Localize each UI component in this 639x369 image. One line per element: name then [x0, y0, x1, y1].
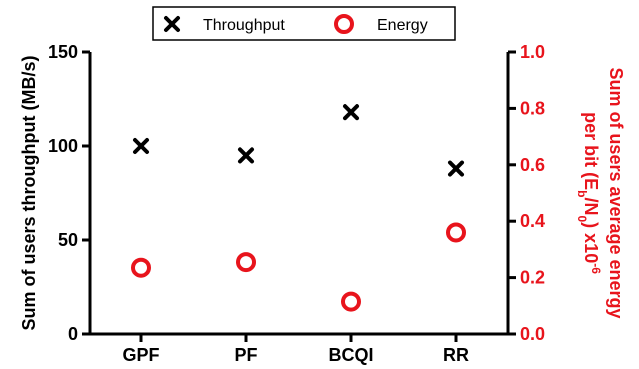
right-axis-tick-label-2: 0.4 [520, 211, 545, 231]
legend-throughput-marker [164, 16, 180, 32]
data-point-throughput-rr [448, 160, 464, 177]
right-axis-title-end: ) x10 [581, 222, 601, 263]
x-axis-tick-label-3: RR [443, 345, 469, 365]
right-axis-tick-label-4: 0.8 [520, 98, 545, 118]
left-axis-title: Sum of users throughput (MB/s) [19, 56, 39, 331]
right-axis-ticks: 0.0 0.2 0.4 0.6 0.8 1.0 [508, 42, 545, 344]
right-axis-title-superscript: -6 [589, 263, 603, 274]
data-point-throughput-pf [238, 147, 254, 164]
data-point-throughput-gpf [133, 138, 149, 154]
right-axis-title-subscript-0: 0 [575, 215, 589, 222]
legend: Throughput Energy [152, 6, 456, 41]
axes [88, 52, 510, 336]
legend-box [152, 6, 456, 41]
data-point-energy-gpf [131, 257, 151, 278]
legend-marker-energy [334, 14, 354, 34]
data-point-energy-rr [446, 222, 466, 243]
right-axis-tick-label-3: 0.6 [520, 155, 545, 175]
left-axis-ticks: 0 50 100 150 [48, 42, 90, 344]
data-point-energy-pf [236, 252, 256, 273]
right-axis-title-mid: /N [581, 197, 601, 215]
legend-energy-marker [334, 14, 354, 34]
right-axis-tick-label-1: 0.2 [520, 268, 545, 288]
left-axis-tick-label-2: 100 [48, 136, 78, 156]
data-point-energy-bcqi [341, 291, 361, 312]
right-axis-title-main: per bit (E [581, 112, 601, 190]
right-axis-title-subscript-b: b [575, 190, 589, 197]
left-axis-tick-label-3: 150 [48, 42, 78, 62]
x-axis-tick-label-0: GPF [122, 345, 159, 365]
right-axis-tick-label-5: 1.0 [520, 42, 545, 62]
legend-label-energy: Energy [377, 17, 428, 34]
series-layer [131, 104, 466, 312]
data-point-throughput-bcqi [343, 104, 359, 121]
legend-label-throughput: Throughput [203, 17, 285, 34]
right-axis-title-line-1: Sum of users average energy [606, 67, 626, 318]
right-axis-title-line-2: per bit (Eb/N0) x10-6 [575, 112, 603, 274]
x-axis-tick-label-1: PF [234, 345, 257, 365]
left-axis-tick-label-0: 0 [68, 324, 78, 344]
x-axis-ticks: GPF PF BCQI RR [122, 334, 469, 365]
x-axis-tick-label-2: BCQI [329, 345, 374, 365]
right-axis-tick-label-0: 0.0 [520, 324, 545, 344]
left-axis-tick-label-1: 50 [58, 230, 78, 250]
legend-marker-throughput [164, 16, 180, 32]
